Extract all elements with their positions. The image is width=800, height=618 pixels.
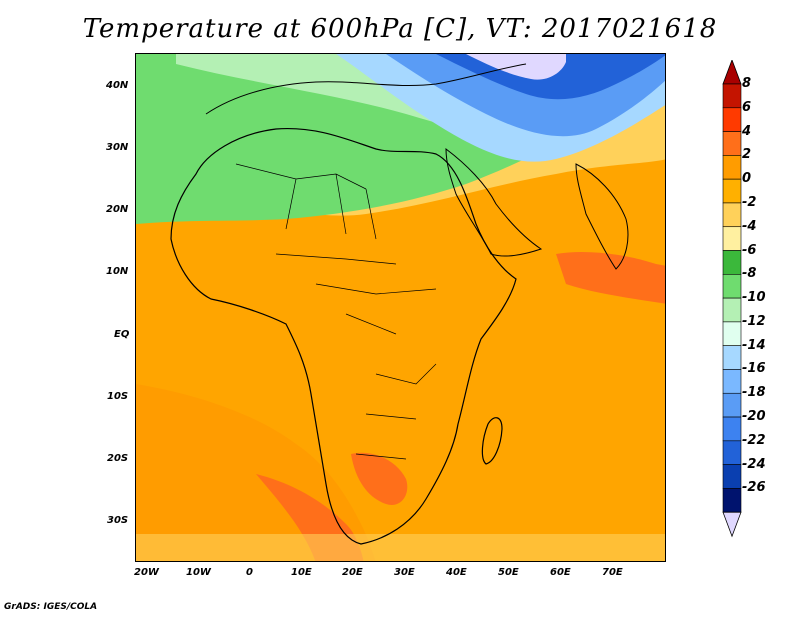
lat-label-40n: 40N <box>106 80 129 91</box>
colorbar-swatch <box>722 345 742 370</box>
colorbar-swatch <box>722 107 742 132</box>
colorbar-swatch <box>722 321 742 346</box>
colorbar-over-triangle <box>722 60 742 85</box>
colorbar-label: 6 <box>742 99 752 115</box>
colorbar-swatch <box>722 202 742 228</box>
colorbar-label: -20 <box>742 409 766 425</box>
country-borders <box>235 163 437 460</box>
lat-label-20n: 20N <box>106 204 129 215</box>
europe-coast <box>205 63 527 115</box>
colorbar-label: -16 <box>742 361 766 377</box>
lat-label-10s: 10S <box>107 391 129 402</box>
lon-label-50e: 50E <box>498 567 519 578</box>
temperature-map <box>135 53 666 562</box>
colorbar <box>722 60 742 538</box>
lon-label-0: 0 <box>246 567 253 578</box>
lon-label-60e: 60E <box>550 567 571 578</box>
zone-coldest <box>466 54 566 80</box>
zone-hot-kalahari <box>351 452 408 505</box>
colorbar-swatch <box>722 369 742 394</box>
colorbar-swatch <box>722 416 742 442</box>
colorbar-swatch <box>722 488 742 513</box>
lon-label-10w: 10W <box>186 567 211 578</box>
colorbar-label: -14 <box>742 337 766 353</box>
lon-label-70e: 70E <box>602 567 623 578</box>
india-outline <box>575 163 629 270</box>
lon-label-40e: 40E <box>446 567 467 578</box>
colorbar-label: -12 <box>742 313 766 329</box>
colorbar-swatch <box>722 131 742 156</box>
lon-label-30e: 30E <box>394 567 415 578</box>
colorbar-label: -4 <box>742 218 757 234</box>
colorbar-label: -2 <box>742 194 757 210</box>
footer-credit: GrADS: IGES/COLA <box>4 602 98 612</box>
lat-label-30s: 30S <box>107 515 129 526</box>
colorbar-swatch <box>722 178 742 204</box>
colorbar-swatch <box>722 274 742 299</box>
colorbar-label: 0 <box>742 171 752 187</box>
colorbar-label: -24 <box>742 456 766 472</box>
colorbar-swatch <box>722 250 742 275</box>
map-title: Temperature at 600hPa [C], VT: 201702161… <box>82 14 718 44</box>
lat-label-10n: 10N <box>106 266 129 277</box>
colorbar-swatch <box>722 83 742 109</box>
colorbar-label: -10 <box>742 290 766 306</box>
colorbar-label: -6 <box>742 242 757 258</box>
colorbar-swatch <box>722 226 742 251</box>
colorbar-label: 2 <box>742 147 752 163</box>
colorbar-swatch <box>722 155 742 180</box>
madagascar-outline <box>481 417 503 465</box>
map-canvas <box>136 54 665 561</box>
colorbar-label: -8 <box>742 266 757 282</box>
colorbar-under-triangle <box>722 511 742 538</box>
colorbar-swatch <box>722 297 742 323</box>
lon-label-20w: 20W <box>134 567 159 578</box>
lat-label-20s: 20S <box>107 453 129 464</box>
arabia-outline <box>445 147 543 257</box>
zone-south-edge <box>136 534 665 561</box>
zone-hot-arabian <box>556 252 665 304</box>
colorbar-swatch <box>722 440 742 465</box>
colorbar-label: 4 <box>742 123 752 139</box>
colorbar-swatch <box>722 392 742 418</box>
colorbar-label: -18 <box>742 385 766 401</box>
africa-coastline <box>170 127 517 545</box>
lon-label-20e: 20E <box>342 567 363 578</box>
colorbar-label: -22 <box>742 432 766 448</box>
colorbar-label: 8 <box>742 76 752 91</box>
lon-label-10e: 10E <box>291 567 312 578</box>
colorbar-swatch <box>722 464 742 489</box>
lat-label-30n: 30N <box>106 142 129 153</box>
lat-label-eq: EQ <box>114 329 130 340</box>
colorbar-label: -26 <box>742 480 766 496</box>
